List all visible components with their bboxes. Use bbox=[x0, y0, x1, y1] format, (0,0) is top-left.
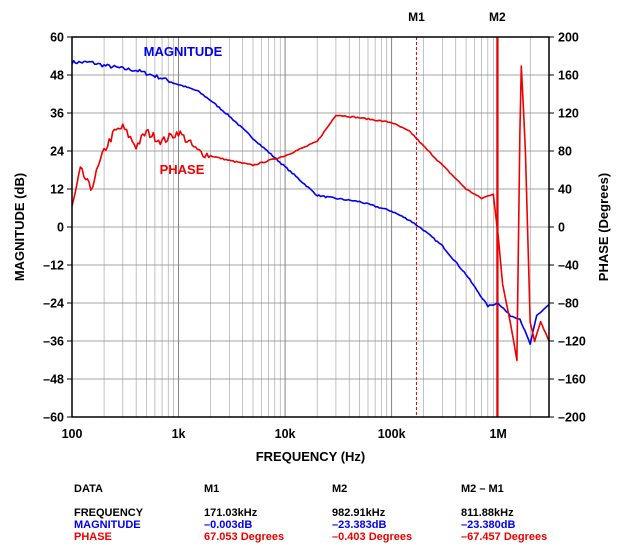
cell-magnitude-diff: –23.380dB bbox=[461, 519, 516, 531]
row-label-magnitude: MAGNITUDE bbox=[74, 519, 141, 531]
x-tick-label: 1k bbox=[172, 427, 186, 441]
y-left-tick-label: –24 bbox=[43, 297, 64, 311]
y-right-tick-label: 40 bbox=[558, 183, 572, 197]
y-left-tick-label: –12 bbox=[43, 259, 64, 273]
y-left-tick-label: 24 bbox=[50, 145, 64, 159]
y-left-tick-label: –48 bbox=[43, 373, 64, 387]
y-left-tick-label: 12 bbox=[50, 183, 64, 197]
row-label-phase: PHASE bbox=[74, 531, 112, 543]
x-tick-label: 10k bbox=[275, 427, 296, 441]
table-header-m2: M2 bbox=[332, 483, 348, 495]
y-left-tick-label: –36 bbox=[43, 335, 64, 349]
x-tick-label: 1M bbox=[489, 427, 506, 441]
cell-frequency-diff: 811.88kHz bbox=[461, 507, 514, 519]
y-left-tick-label: 60 bbox=[50, 31, 64, 45]
y-right-tick-label: 0 bbox=[558, 221, 565, 235]
table-header-m1: M1 bbox=[204, 483, 220, 495]
grid-layer bbox=[72, 37, 549, 417]
cell-magnitude-m2: –23.383dB bbox=[332, 519, 387, 531]
cell-phase-diff: –67.457 Degrees bbox=[461, 531, 548, 543]
x-tick-label: 100 bbox=[62, 427, 83, 441]
series-line-magnitude bbox=[71, 59, 550, 346]
annotation-phase: PHASE bbox=[160, 162, 205, 177]
label-layer: 100 1k 10k 100k 1M60483624120–12–24–36–48–60… bbox=[12, 10, 611, 464]
y-right-tick-label: 120 bbox=[558, 107, 579, 121]
y-right-tick-label: –200 bbox=[558, 411, 586, 425]
y-right-tick-label: 80 bbox=[558, 145, 572, 159]
y-right-tick-label: 160 bbox=[558, 69, 579, 83]
cell-magnitude-m1: –0.003dB bbox=[204, 519, 253, 531]
annotation-magnitude: MAGNITUDE bbox=[144, 44, 223, 59]
table-header-data: DATA bbox=[74, 483, 103, 495]
y-right-tick-label: –160 bbox=[558, 373, 586, 387]
bode-plot: 100 1k 10k 100k 1M60483624120–12–24–36–48–60… bbox=[12, 10, 611, 464]
x-axis-title: FREQUENCY (Hz) bbox=[256, 449, 366, 464]
cell-frequency-m1: 171.03kHz bbox=[204, 507, 258, 519]
cell-phase-m2: –0.403 Degrees bbox=[332, 531, 413, 543]
y-left-tick-label: 36 bbox=[50, 107, 64, 121]
table-header-m2-m1: M2 – M1 bbox=[461, 483, 504, 495]
tick-layer bbox=[67, 36, 554, 418]
cell-frequency-m2: 982.91kHz bbox=[332, 507, 386, 519]
y-left-tick-label: 48 bbox=[50, 69, 64, 83]
y-left-tick-label: –60 bbox=[43, 411, 64, 425]
marker-label-m2: M2 bbox=[489, 10, 506, 24]
y-right-axis-title: PHASE (Degrees) bbox=[596, 173, 611, 281]
marker-label-m1: M1 bbox=[408, 10, 425, 24]
y-right-tick-label: –40 bbox=[558, 259, 579, 273]
marker-data-table: DATA M1 M2 M2 – M1 FREQUENCY 171.03kHz 9… bbox=[0, 476, 617, 554]
y-left-tick-label: 0 bbox=[57, 221, 64, 235]
x-tick-label: 100k bbox=[378, 427, 406, 441]
row-label-frequency: FREQUENCY bbox=[74, 507, 144, 519]
cell-phase-m1: 67.053 Degrees bbox=[204, 531, 285, 543]
series-layer bbox=[71, 59, 550, 362]
y-right-tick-label: –80 bbox=[558, 297, 579, 311]
y-right-tick-label: –120 bbox=[558, 335, 586, 349]
y-right-tick-label: 200 bbox=[558, 31, 579, 45]
series-line-phase bbox=[71, 65, 550, 362]
y-left-axis-title: MAGNITUDE (dB) bbox=[12, 173, 27, 281]
